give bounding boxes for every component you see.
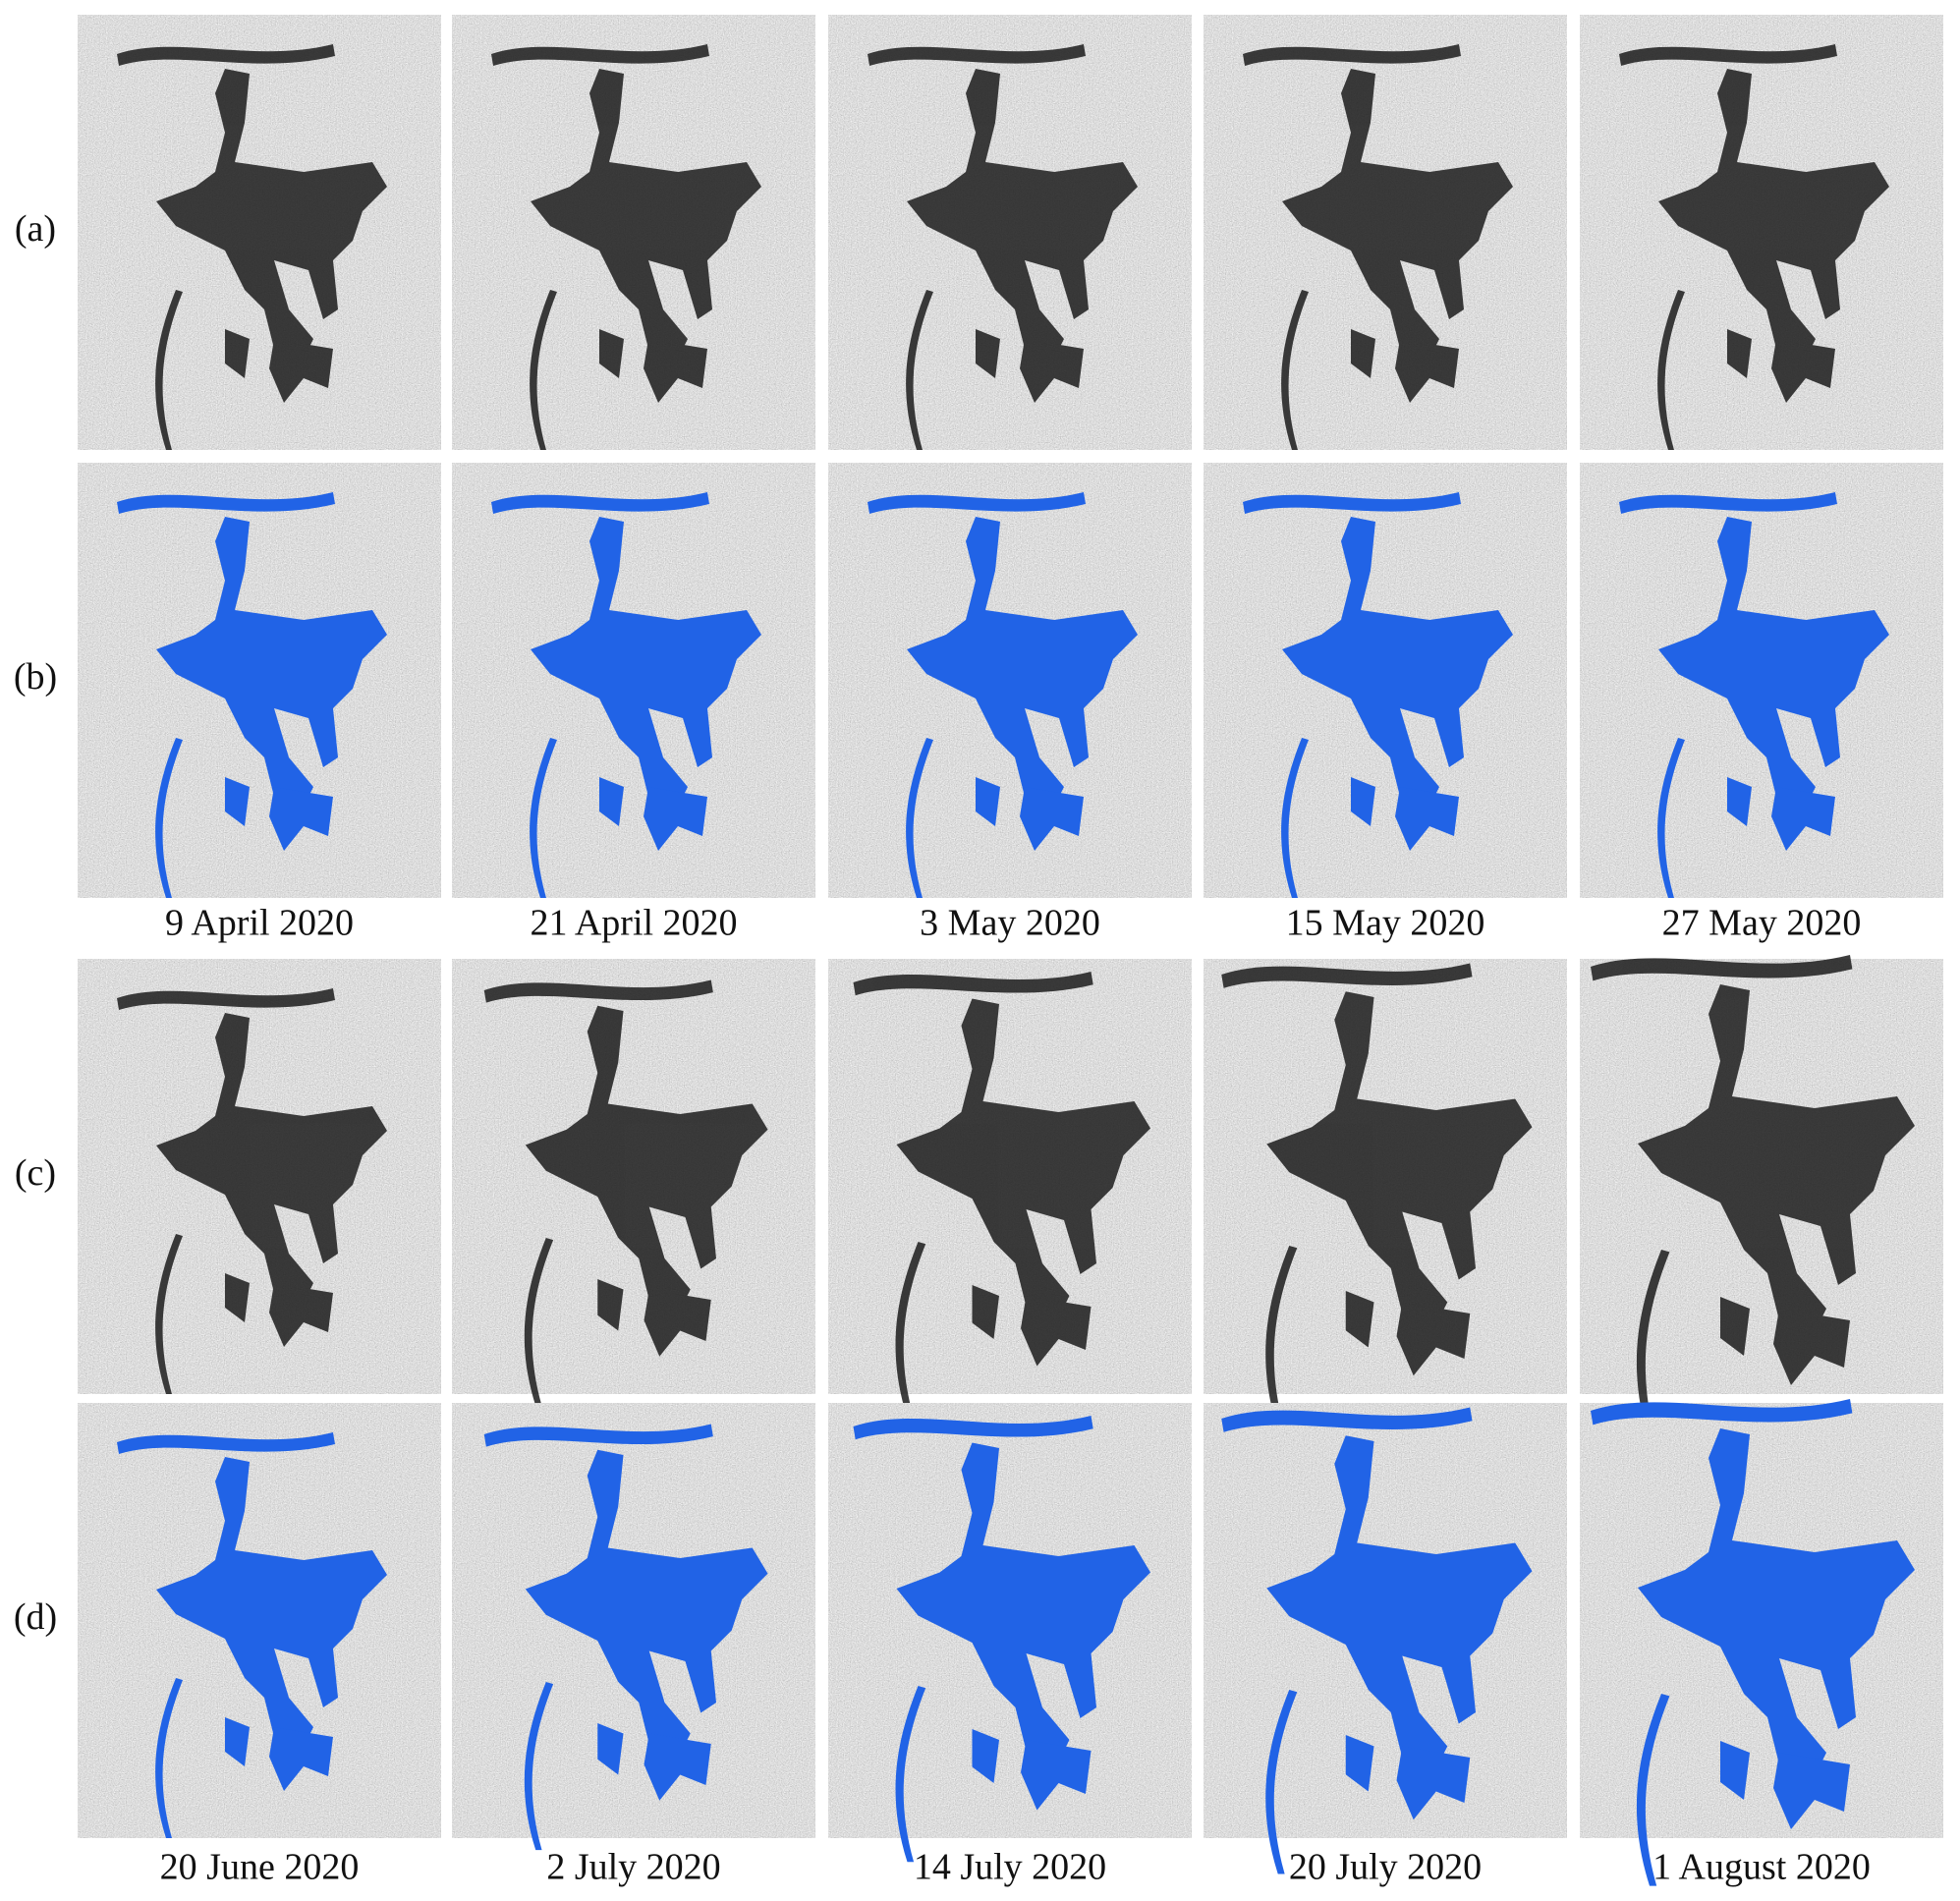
- date-label: 2 July 2020: [546, 1847, 720, 1888]
- image-panel: [78, 463, 441, 898]
- image-panel: [452, 959, 815, 1407]
- date-label: 9 April 2020: [165, 903, 354, 944]
- image-panel: [452, 15, 815, 450]
- image-panel: [452, 463, 815, 898]
- image-panel: [78, 15, 441, 450]
- image-panel: [78, 959, 441, 1394]
- row-label: (a): [15, 208, 56, 250]
- image-panel: [828, 1403, 1192, 1863]
- date-label: 20 June 2020: [160, 1847, 360, 1888]
- image-panel: [1580, 15, 1943, 450]
- image-panel: [828, 15, 1192, 450]
- image-panel: [1580, 1399, 1943, 1886]
- image-panel: [1580, 955, 1943, 1442]
- image-panel: [828, 463, 1192, 898]
- date-label: 20 July 2020: [1289, 1847, 1482, 1888]
- image-panel: [1204, 959, 1567, 1430]
- image-panel: [828, 959, 1192, 1419]
- date-label: 21 April 2020: [530, 903, 737, 944]
- image-panel: [1204, 15, 1567, 450]
- date-label: 27 May 2020: [1662, 903, 1862, 944]
- row-label: (c): [15, 1152, 56, 1194]
- date-label: 1 August 2020: [1652, 1847, 1871, 1888]
- date-label: 3 May 2020: [920, 903, 1100, 944]
- row-label: (b): [14, 656, 57, 698]
- image-panel: [1204, 1403, 1567, 1874]
- date-label: 14 July 2020: [914, 1847, 1106, 1888]
- image-panel: [452, 1403, 815, 1851]
- image-panel: [1580, 463, 1943, 898]
- image-panel: [78, 1403, 441, 1838]
- row-label: (d): [14, 1596, 57, 1638]
- image-panel: [1204, 463, 1567, 898]
- date-label: 15 May 2020: [1286, 903, 1485, 944]
